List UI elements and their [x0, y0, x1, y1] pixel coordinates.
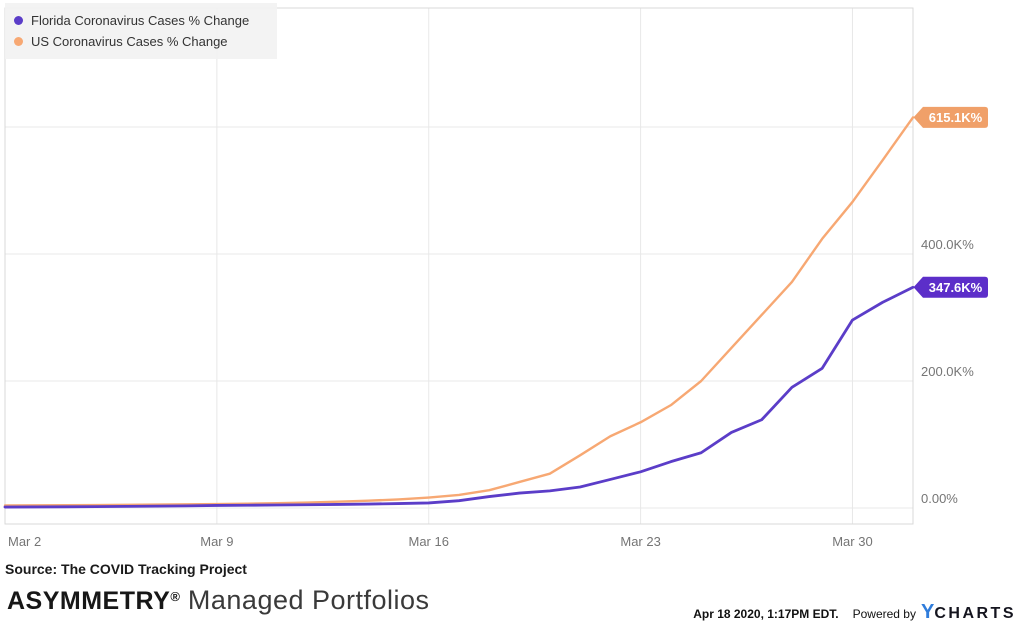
- timestamp: Apr 18 2020, 1:17PM EDT.: [693, 607, 839, 621]
- line-chart: 347.6K% 615.1K% 0.00% 200.0K% 400.0K% Mar 2 Ma…: [3, 7, 988, 549]
- legend-marker-florida-icon: [14, 16, 23, 25]
- y-tick-label: 200.0K%: [921, 364, 974, 379]
- end-badge-label-florida: 347.6K%: [929, 280, 983, 295]
- x-tick-label: Mar 23: [620, 534, 660, 549]
- end-badge-florida: [913, 276, 988, 298]
- source-text: Source: The COVID Tracking Project: [5, 561, 247, 577]
- legend-label-us: US Coronavirus Cases % Change: [31, 34, 228, 49]
- branding: ASYMMETRY® Managed Portfolios: [7, 585, 430, 616]
- series-line-us: [3, 116, 915, 507]
- legend-marker-us-icon: [14, 37, 23, 46]
- x-tick-label: Mar 30: [832, 534, 872, 549]
- ycharts-wordmark: CHARTS: [934, 605, 1016, 622]
- x-tick-label: Mar 2: [8, 534, 41, 549]
- legend-item-florida: Florida Coronavirus Cases % Change: [14, 10, 249, 31]
- footer: Apr 18 2020, 1:17PM EDT. Powered by YCHA…: [693, 601, 1016, 624]
- y-tick-label: 0.00%: [921, 491, 958, 506]
- series-line-florida: [3, 285, 915, 509]
- ycharts-y-icon: Y: [920, 601, 935, 623]
- x-tick-label: Mar 16: [408, 534, 448, 549]
- plot-border: [4, 7, 914, 525]
- powered-by-label: Powered by: [852, 607, 916, 621]
- end-badge-label-us: 615.1K%: [929, 110, 983, 125]
- y-tick-label: 400.0K%: [921, 237, 974, 252]
- legend-item-us: US Coronavirus Cases % Change: [14, 31, 249, 52]
- chart-legend: Florida Coronavirus Cases % Change US Co…: [5, 3, 278, 59]
- x-tick-label: Mar 9: [200, 534, 233, 549]
- legend-label-florida: Florida Coronavirus Cases % Change: [31, 13, 250, 28]
- brand-suffix: Managed Portfolios: [179, 585, 430, 615]
- end-badge-us: [913, 106, 988, 128]
- ycharts-logo: YCHARTS: [921, 601, 1016, 624]
- registered-mark: ®: [170, 589, 180, 604]
- brand-name: ASYMMETRY: [7, 587, 171, 615]
